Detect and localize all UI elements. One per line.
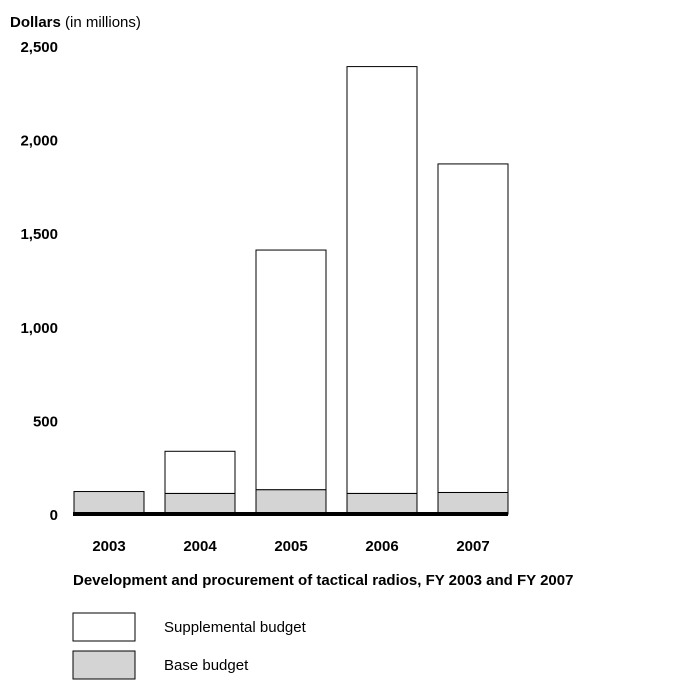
x-tick-label: 2005 bbox=[274, 538, 307, 555]
y-tick-label: 0 bbox=[50, 507, 58, 524]
y-tick-label: 1,500 bbox=[20, 226, 58, 243]
y-tick-label: 500 bbox=[33, 413, 58, 430]
legend-label: Base budget bbox=[164, 657, 249, 674]
bar-segment bbox=[73, 491, 145, 515]
x-tick-label: 2007 bbox=[456, 538, 489, 555]
y-axis-title-units: (in millions) bbox=[61, 14, 141, 31]
bar-segment bbox=[346, 492, 418, 515]
legend-swatch bbox=[72, 650, 136, 680]
x-tick-label: 2003 bbox=[92, 538, 125, 555]
bar-segment bbox=[255, 249, 327, 491]
y-tick-label: 1,000 bbox=[20, 320, 58, 337]
legend-label: Supplemental budget bbox=[164, 619, 307, 636]
y-axis-title-bold: Dollars bbox=[10, 14, 61, 31]
y-tick-label: 2,000 bbox=[20, 133, 58, 150]
x-tick-label: 2004 bbox=[183, 538, 217, 555]
bar-segment bbox=[346, 66, 418, 494]
y-axis-ticks: 0 500 1,000 1,500 2,000 2,500 bbox=[20, 39, 58, 524]
bars bbox=[73, 66, 509, 515]
legend-swatch bbox=[72, 612, 136, 642]
y-tick-label: 2,500 bbox=[20, 39, 58, 56]
bar-segment bbox=[437, 491, 509, 515]
legend: Supplemental budget Base budget bbox=[72, 612, 307, 680]
bar-segment bbox=[164, 450, 236, 494]
bar-segment bbox=[255, 489, 327, 515]
bar-segment bbox=[164, 492, 236, 515]
x-axis-ticks: 2003 2004 2005 2006 2007 bbox=[92, 538, 489, 555]
bar-segment bbox=[437, 163, 509, 493]
chart-title: Development and procurement of tactical … bbox=[73, 572, 573, 589]
x-tick-label: 2006 bbox=[365, 538, 398, 555]
y-axis-title: Dollars (in millions) bbox=[10, 14, 141, 31]
